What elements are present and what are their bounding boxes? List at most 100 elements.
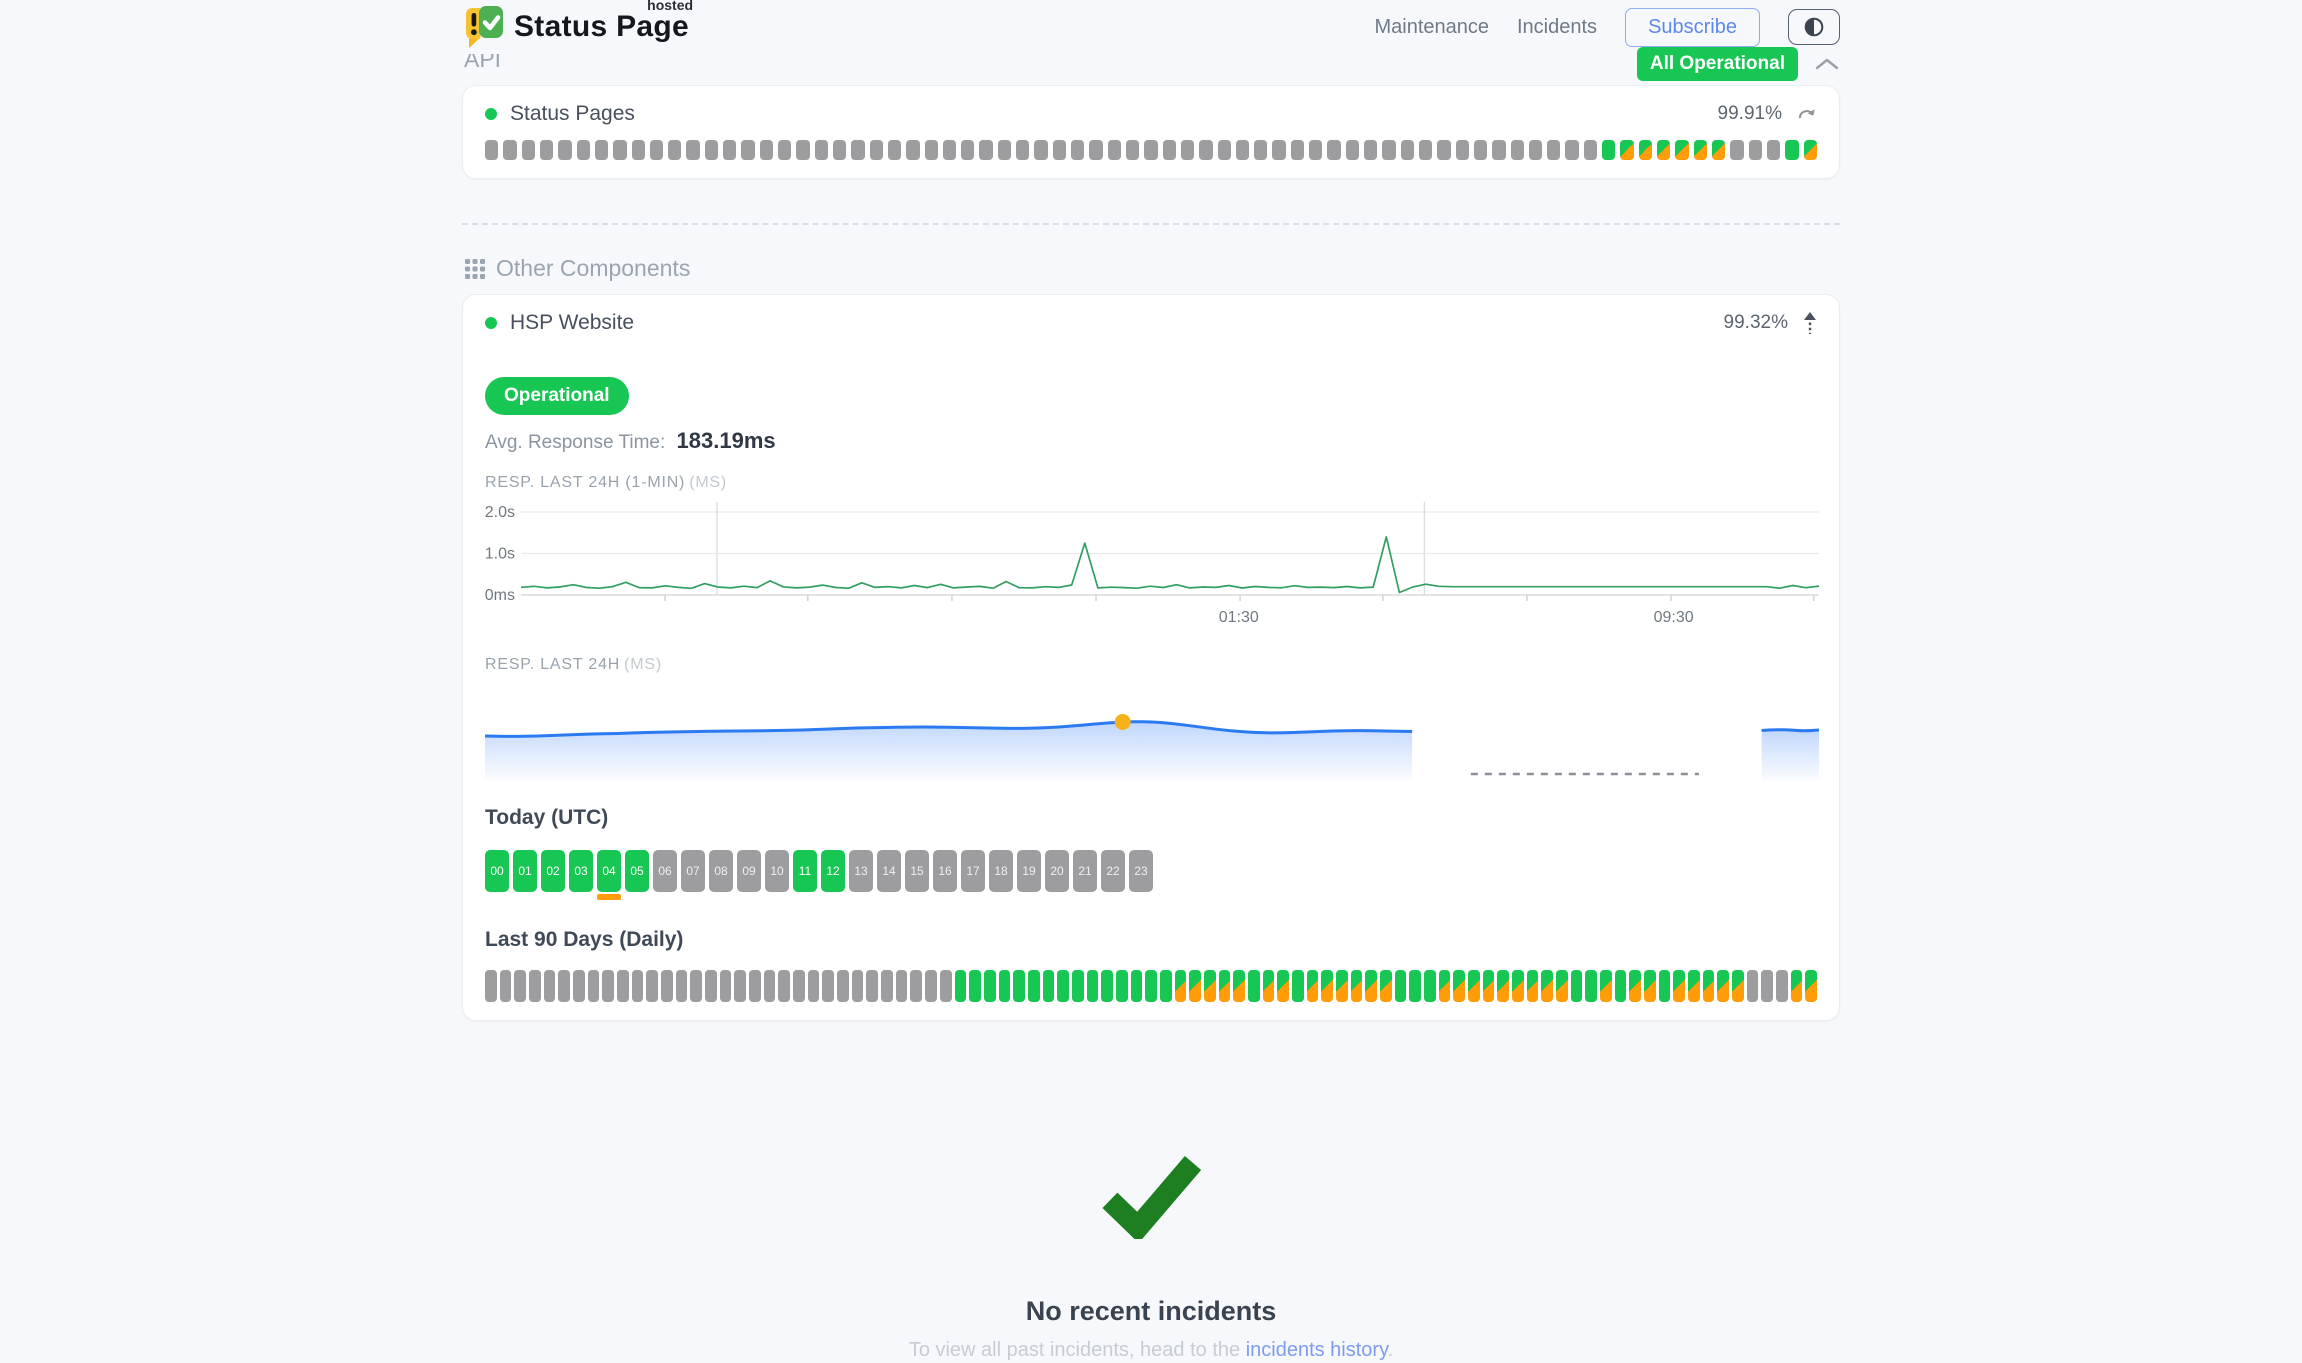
uptime-bar[interactable]	[1748, 140, 1762, 160]
uptime-bar[interactable]	[1115, 970, 1128, 1002]
hour-cell[interactable]: 00	[485, 850, 509, 892]
brand[interactable]: hosted Status Page	[462, 0, 693, 50]
uptime-bar[interactable]	[1086, 970, 1099, 1002]
uptime-bar[interactable]	[1071, 140, 1085, 160]
uptime-bar[interactable]	[1732, 970, 1744, 1002]
uptime-bar[interactable]	[587, 970, 600, 1002]
uptime-bar[interactable]	[741, 140, 755, 160]
uptime-bar[interactable]	[1101, 970, 1113, 1002]
uptime-bar[interactable]	[1717, 970, 1730, 1002]
hour-cell[interactable]: 15	[905, 850, 929, 892]
uptime-bar[interactable]	[939, 970, 952, 1002]
uptime-bar[interactable]	[1438, 970, 1451, 1002]
uptime-bar[interactable]	[1027, 970, 1040, 1002]
uptime-bar[interactable]	[1335, 970, 1348, 1002]
uptime-bar[interactable]	[1218, 970, 1231, 1002]
uptime-bar[interactable]	[539, 140, 554, 160]
uptime-bar[interactable]	[851, 970, 864, 1002]
uptime-bar[interactable]	[719, 970, 732, 1002]
uptime-bar[interactable]	[924, 140, 938, 160]
uptime-bar[interactable]	[1203, 970, 1216, 1002]
nav-incidents[interactable]: Incidents	[1517, 15, 1598, 38]
uptime-bar[interactable]	[1468, 970, 1480, 1002]
uptime-bar[interactable]	[778, 140, 792, 160]
uptime-bar[interactable]	[1528, 140, 1543, 160]
hour-cell[interactable]: 19	[1017, 850, 1041, 892]
uptime-bar[interactable]	[895, 970, 908, 1002]
uptime-bar[interactable]	[1107, 140, 1121, 160]
uptime-bar[interactable]	[1013, 970, 1025, 1002]
uptime-bar[interactable]	[983, 970, 996, 1002]
hour-cell[interactable]: 14	[877, 850, 901, 892]
uptime-bar[interactable]	[1382, 140, 1396, 160]
uptime-bar[interactable]	[998, 970, 1011, 1002]
response-area-chart[interactable]	[485, 680, 1819, 786]
collapse-up-icon[interactable]	[1803, 311, 1817, 335]
uptime-bar[interactable]	[1693, 140, 1707, 160]
uptime-bar[interactable]	[969, 970, 981, 1002]
hover-point-marker[interactable]	[1114, 714, 1131, 730]
uptime-bar[interactable]	[617, 970, 629, 1002]
uptime-bar[interactable]	[1291, 970, 1304, 1002]
hour-cell[interactable]: 22	[1101, 850, 1125, 892]
chevron-up-icon[interactable]	[1814, 57, 1840, 71]
hour-cell[interactable]: 18	[989, 850, 1013, 892]
uptime-bar[interactable]	[686, 140, 700, 160]
uptime-bar[interactable]	[499, 970, 512, 1002]
subscribe-button[interactable]: Subscribe	[1625, 7, 1760, 47]
uptime-bar[interactable]	[807, 970, 820, 1002]
uptime-bar[interactable]	[1327, 140, 1341, 160]
uptime-bar[interactable]	[749, 970, 761, 1002]
hour-cell[interactable]: 21	[1073, 850, 1097, 892]
uptime-bar[interactable]	[675, 970, 688, 1002]
uptime-bar[interactable]	[1602, 140, 1616, 160]
uptime-bar[interactable]	[1638, 140, 1652, 160]
uptime-bar[interactable]	[925, 970, 937, 1002]
uptime-bar[interactable]	[1766, 140, 1781, 160]
uptime-bar[interactable]	[602, 970, 615, 1002]
uptime-bar[interactable]	[529, 970, 541, 1002]
uptime-bar[interactable]	[613, 140, 627, 160]
uptime-bar[interactable]	[594, 140, 609, 160]
uptime-bar[interactable]	[1629, 970, 1642, 1002]
uptime-bar[interactable]	[1785, 140, 1799, 160]
uptime-bar[interactable]	[796, 140, 810, 160]
uptime-bar[interactable]	[503, 140, 517, 160]
uptime-bar[interactable]	[778, 970, 791, 1002]
uptime-bar[interactable]	[1657, 140, 1671, 160]
uptime-bar[interactable]	[1583, 140, 1598, 160]
hour-cell[interactable]: 17	[961, 850, 985, 892]
uptime-bar[interactable]	[704, 140, 719, 160]
uptime-bar[interactable]	[1235, 140, 1250, 160]
uptime-bar[interactable]	[1418, 140, 1433, 160]
uptime-bar[interactable]	[723, 140, 737, 160]
uptime-bar[interactable]	[910, 970, 923, 1002]
hour-cell[interactable]: 09	[737, 850, 761, 892]
uptime-bar[interactable]	[881, 970, 893, 1002]
hour-cell[interactable]: 10	[765, 850, 789, 892]
uptime-bar[interactable]	[1541, 970, 1554, 1002]
uptime-bar[interactable]	[1247, 970, 1260, 1002]
uptime-bar[interactable]	[485, 970, 497, 1002]
uptime-bar[interactable]	[1057, 970, 1069, 1002]
uptime-bar[interactable]	[1174, 970, 1187, 1002]
uptime-bar[interactable]	[558, 140, 572, 160]
uptime-bar[interactable]	[485, 140, 499, 160]
uptime-bar[interactable]	[1547, 140, 1561, 160]
uptime-bar[interactable]	[1162, 140, 1176, 160]
uptime-bar[interactable]	[1512, 970, 1524, 1002]
uptime-bar[interactable]	[1309, 140, 1323, 160]
uptime-bar[interactable]	[906, 140, 920, 160]
uptime-bar[interactable]	[1526, 970, 1539, 1002]
daily-uptime-bars[interactable]	[485, 970, 1818, 1002]
uptime-bar[interactable]	[1130, 970, 1143, 1002]
uptime-bar[interactable]	[1233, 970, 1245, 1002]
uptime-bar[interactable]	[1614, 970, 1627, 1002]
uptime-bar[interactable]	[1492, 140, 1506, 160]
hour-cell[interactable]: 06	[653, 850, 677, 892]
uptime-bar[interactable]	[1453, 970, 1466, 1002]
uptime-bars-90d[interactable]	[485, 140, 1817, 160]
uptime-bar[interactable]	[1510, 140, 1524, 160]
hour-cell[interactable]: 03	[569, 850, 593, 892]
uptime-bar[interactable]	[1805, 970, 1818, 1002]
